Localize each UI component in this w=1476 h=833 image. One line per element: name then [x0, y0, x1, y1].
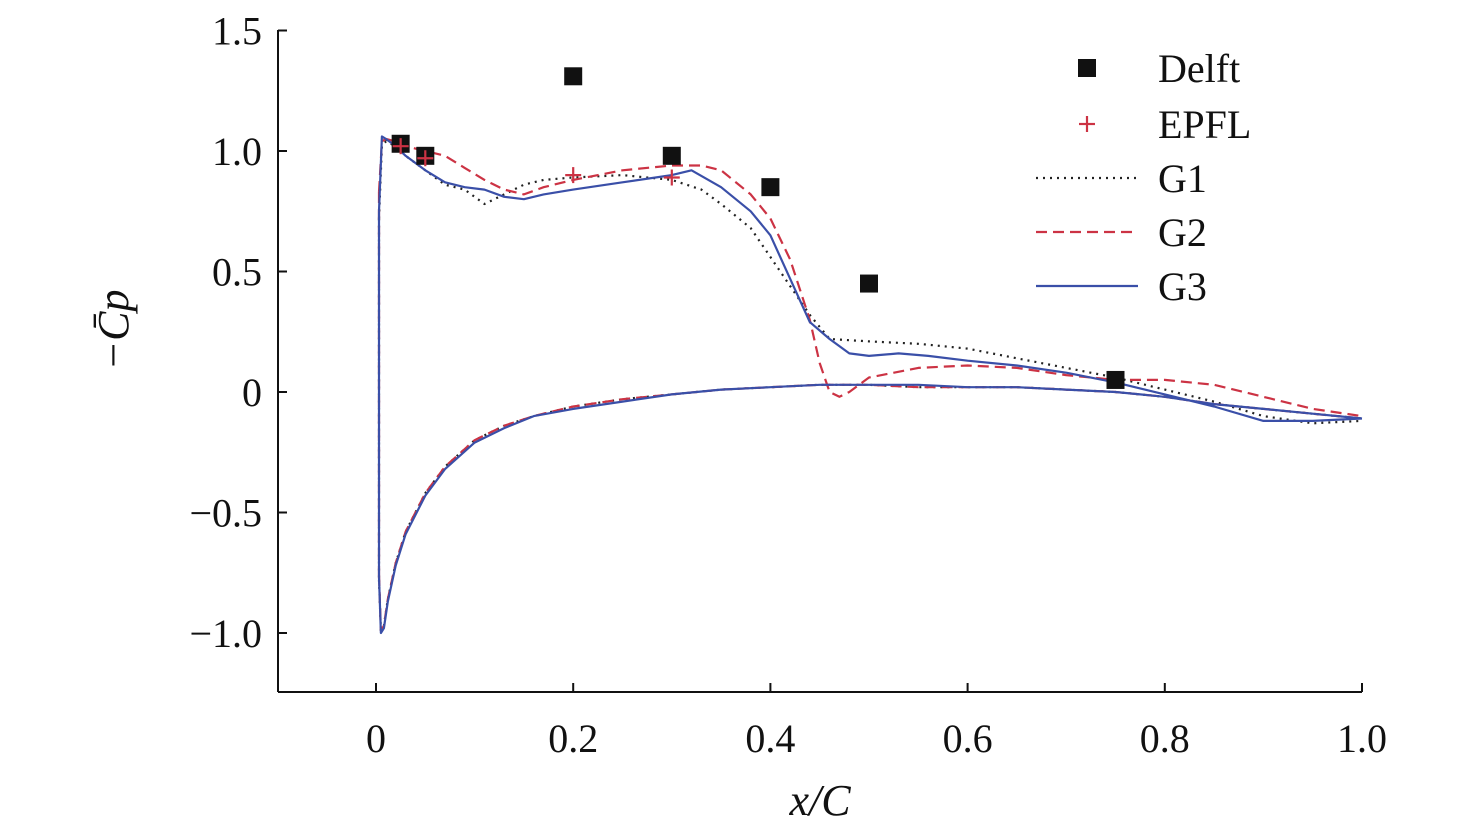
- legend-item-G3: G3: [1036, 264, 1207, 309]
- legend-item-EPFL: EPFL: [1079, 102, 1251, 147]
- series-layer: [377, 67, 1363, 635]
- series-line: [377, 135, 1363, 635]
- x-tick-label: 0.8: [1140, 716, 1190, 761]
- legend-item-G1: G1: [1036, 156, 1207, 201]
- ticks: 0 0.2 0.4 0.6 0.8 1.0 1.5 1.0 0.5 0 −0.5 −1.0: [189, 9, 1387, 762]
- x-axis-label: x/C: [788, 776, 851, 825]
- legend: Delft EPFL G1 G2 G3: [1036, 46, 1251, 309]
- data-point: [663, 169, 680, 186]
- legend-label: Delft: [1158, 46, 1240, 91]
- series-G3: [377, 135, 1363, 635]
- y-tick-label: 1.5: [212, 9, 262, 54]
- y-axis-label: −C̄p: [89, 289, 138, 370]
- legend-label: G1: [1158, 156, 1207, 201]
- legend-label: EPFL: [1158, 102, 1251, 147]
- data-point: [564, 67, 583, 86]
- data-point: [417, 150, 434, 167]
- y-tick-label: −1.0: [189, 611, 262, 656]
- legend-item-Delft: Delft: [1078, 46, 1240, 91]
- x-tick-label: 0: [366, 716, 386, 761]
- y-tick-label: 1.0: [212, 129, 262, 174]
- x-tick-label: 0.4: [745, 716, 795, 761]
- data-point: [761, 178, 780, 197]
- legend-symbol: [1078, 59, 1096, 77]
- legend-symbol: [1079, 116, 1095, 132]
- legend-item-G2: G2: [1036, 210, 1207, 255]
- legend-label: G3: [1158, 264, 1207, 309]
- data-point: [662, 146, 681, 165]
- x-tick-label: 1.0: [1337, 716, 1387, 761]
- y-tick-label: 0.5: [212, 250, 262, 295]
- data-point: [860, 274, 878, 293]
- axes: [277, 30, 1362, 693]
- y-tick-label: 0: [242, 370, 262, 415]
- x-tick-label: 0.2: [548, 716, 598, 761]
- data-point: [392, 138, 409, 155]
- series-Delft: [391, 67, 1125, 389]
- series-EPFL: [392, 138, 680, 186]
- y-tick-label: −0.5: [189, 491, 262, 536]
- data-point: [1106, 370, 1125, 389]
- data-point: [565, 167, 582, 184]
- legend-label: G2: [1158, 210, 1207, 255]
- x-tick-label: 0.6: [943, 716, 993, 761]
